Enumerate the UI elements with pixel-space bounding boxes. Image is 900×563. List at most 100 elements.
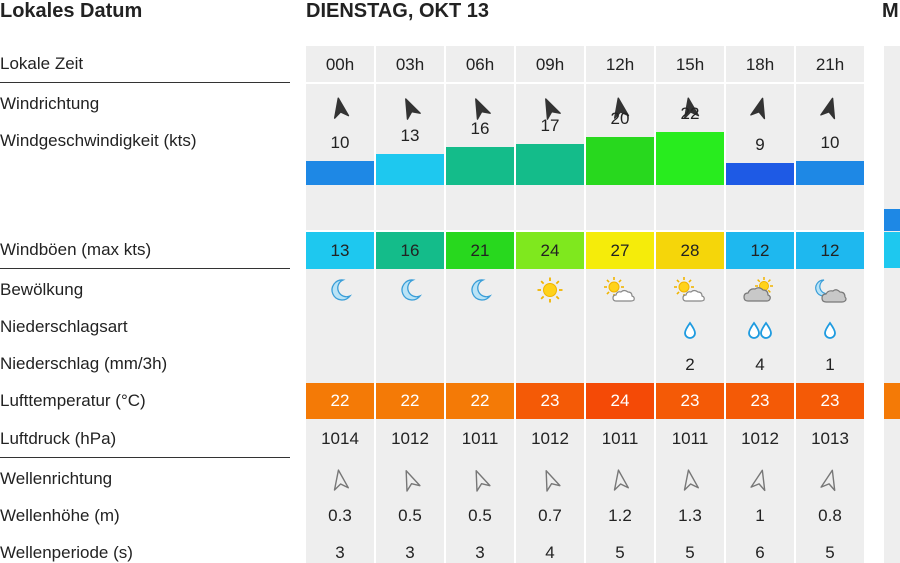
label-precip-amount: Niederschlag (mm/3h) <box>0 354 168 373</box>
precip-amount: 1 <box>825 355 835 374</box>
label-local-time: Lokale Zeit <box>0 54 84 73</box>
gust-divider <box>516 230 584 232</box>
pressure-value: 1011 <box>671 429 709 448</box>
sun-cloud-icon <box>656 277 724 307</box>
wave-direction-arrow-icon <box>446 468 514 494</box>
wind-speed-bar <box>306 161 374 185</box>
wave-direction-arrow-icon <box>586 468 654 494</box>
label-air-pressure: Luftdruck (hPa) <box>0 429 117 448</box>
wave-height-value: 1.3 <box>678 506 702 525</box>
forecast-column: 15h 22 28 2 23 1011 1.3 5 <box>656 46 724 563</box>
pressure-value: 1012 <box>391 429 429 448</box>
drops-icon <box>726 320 794 342</box>
forecast-column: 12h 20 27 24 1011 1.2 5 <box>586 46 654 563</box>
time-divider <box>656 82 724 84</box>
forecast-column: 18h 9 12 4 23 1012 1 6 <box>726 46 794 563</box>
temperature-cell: 23 <box>656 383 724 419</box>
pressure-value: 1013 <box>811 429 849 448</box>
wind-speed-value: 20 <box>610 109 630 128</box>
wind-direction-arrow-icon <box>446 96 514 122</box>
time-divider <box>586 82 654 84</box>
wind-speed-value: 9 <box>755 135 765 154</box>
wave-height-value: 1.2 <box>608 506 632 525</box>
wave-period-value: 5 <box>685 543 695 562</box>
divider <box>0 457 290 458</box>
wave-period-value: 5 <box>825 543 835 562</box>
wind-speed-value: 16 <box>470 119 490 138</box>
wind-speed-value: 13 <box>400 126 420 145</box>
pressure-value: 1012 <box>531 429 569 448</box>
wave-period-value: 4 <box>545 543 555 562</box>
wave-period-value: 6 <box>755 543 765 562</box>
wind-speed-bar <box>726 163 794 185</box>
moon-icon <box>306 277 374 307</box>
time-cell: 06h <box>465 55 495 74</box>
gust-divider <box>796 230 864 232</box>
wind-speed-value: 22 <box>680 104 700 123</box>
time-cell: 00h <box>325 55 355 74</box>
wind-direction-arrow-icon <box>656 96 724 122</box>
wind-speed-value: 17 <box>540 116 560 135</box>
sun-cloud-icon <box>586 277 654 307</box>
time-cell: 12h <box>605 55 635 74</box>
wind-direction-arrow-icon <box>586 96 654 122</box>
temperature-cell: 23 <box>796 383 864 419</box>
wind-direction-arrow-icon <box>376 96 444 122</box>
wave-direction-arrow-icon <box>656 468 724 494</box>
temperature-cell: 24 <box>586 383 654 419</box>
pressure-value: 1011 <box>461 429 499 448</box>
label-wave-direction: Wellenrichtung <box>0 469 113 488</box>
forecast-column: 06h 16 21 22 1011 0.5 3 <box>446 46 514 563</box>
label-wave-height: Wellenhöhe (m) <box>0 506 120 525</box>
pressure-value: 1011 <box>601 429 639 448</box>
label-wind-direction: Windrichtung <box>0 94 100 113</box>
moon-icon <box>376 277 444 307</box>
gust-divider <box>376 230 444 232</box>
time-divider <box>516 82 584 84</box>
gust-divider <box>446 230 514 232</box>
temperature-cell: 22 <box>446 383 514 419</box>
forecast-column: 09h 17 24 23 1012 0.7 4 <box>516 46 584 563</box>
gust-divider <box>726 230 794 232</box>
drop-icon <box>656 320 724 342</box>
sun-icon <box>516 277 584 307</box>
wind-gust-cell: 24 <box>516 232 584 269</box>
next-day-header: M <box>882 0 899 22</box>
wind-speed-bar <box>796 161 864 185</box>
time-cell: 03h <box>395 55 425 74</box>
time-cell: 09h <box>535 55 565 74</box>
local-date-header: Lokales Datum <box>0 0 143 22</box>
temperature-cell: 22 <box>306 383 374 419</box>
wave-period-value: 3 <box>335 543 345 562</box>
forecast-column: 00h 10 13 22 1014 0.3 3 <box>306 46 374 563</box>
forecast-column: 03h 13 16 22 1012 0.5 3 <box>376 46 444 563</box>
gust-divider <box>656 230 724 232</box>
forecast-column: 21h 10 12 1 23 1013 0.8 5 <box>796 46 864 563</box>
wind-gust-cell: 28 <box>656 232 724 269</box>
wave-period-value: 3 <box>475 543 485 562</box>
wind-speed-value: 10 <box>330 133 350 152</box>
next-day-column <box>884 46 900 563</box>
wind-gust-cell: 12 <box>796 232 864 269</box>
cloudy-sun-icon <box>726 277 794 307</box>
pressure-value: 1012 <box>741 429 779 448</box>
wave-height-value: 0.5 <box>468 506 492 525</box>
wind-speed-bar <box>656 132 724 185</box>
wind-gust-cell: 27 <box>586 232 654 269</box>
wind-speed-bar <box>446 147 514 185</box>
temperature-cell: 23 <box>516 383 584 419</box>
wind-direction-arrow-icon <box>516 96 584 122</box>
wave-direction-arrow-icon <box>306 468 374 494</box>
wave-direction-arrow-icon <box>726 468 794 494</box>
wave-direction-arrow-icon <box>376 468 444 494</box>
wind-speed-bar <box>586 137 654 185</box>
wind-gust-cell: 13 <box>306 232 374 269</box>
wind-speed-value: 10 <box>820 133 840 152</box>
wind-speed-bar <box>516 144 584 185</box>
temperature-cell: 23 <box>726 383 794 419</box>
wind-gust-cell: 12 <box>726 232 794 269</box>
temperature-cell: 22 <box>376 383 444 419</box>
label-precip-type: Niederschlagsart <box>0 317 128 336</box>
moon-cloud-icon <box>796 277 864 307</box>
drop-icon <box>796 320 864 342</box>
